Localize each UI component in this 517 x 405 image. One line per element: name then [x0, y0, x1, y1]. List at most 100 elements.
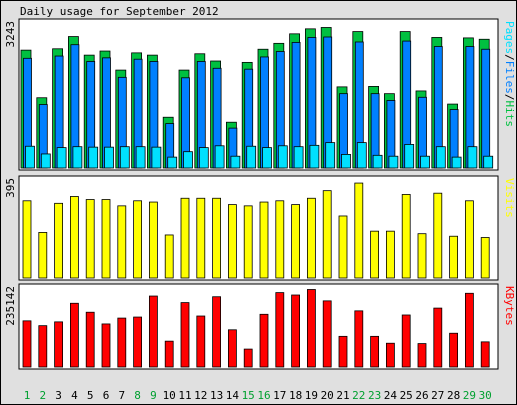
pages-bar — [25, 145, 35, 169]
kbytes-bar — [480, 341, 490, 368]
pages-bar — [104, 146, 114, 169]
kbytes-bar — [433, 307, 443, 368]
pages-bar — [262, 147, 272, 169]
visits-bar — [227, 204, 237, 279]
day-label: 21 — [336, 389, 349, 402]
visits-bar — [291, 204, 301, 279]
bars — [22, 182, 490, 279]
day-label: 19 — [305, 389, 318, 402]
kbytes-bar — [385, 342, 395, 368]
visits-bar — [338, 215, 348, 279]
visits-bar — [117, 205, 127, 279]
pages-bar — [135, 146, 146, 169]
day-label: 7 — [118, 389, 125, 402]
day-label: 18 — [289, 389, 302, 402]
pages-bar — [356, 142, 367, 169]
day-label: 10 — [163, 389, 176, 402]
kbytes-bar — [259, 313, 269, 368]
pages-bar — [40, 153, 51, 169]
legend-entry: Visits — [503, 178, 516, 218]
visits-bar — [385, 230, 395, 279]
bars — [20, 27, 494, 169]
day-label: 26 — [415, 389, 428, 402]
kbytes-bar — [101, 323, 111, 368]
pages-bar — [372, 154, 383, 169]
visits-bar — [54, 202, 63, 279]
pages-bar — [72, 146, 83, 169]
kbytes-bar — [70, 302, 79, 368]
pages-bar — [467, 146, 478, 169]
kbytes-bar — [338, 335, 348, 368]
day-label: 4 — [71, 389, 78, 402]
pages-bar — [56, 147, 67, 169]
visits-bar — [417, 233, 427, 279]
visits-bar — [401, 194, 411, 279]
day-label: 13 — [210, 389, 223, 402]
pages-bar — [435, 146, 446, 169]
panel-kbytes: 235142 KBytes — [4, 283, 516, 370]
kbytes-bar — [275, 292, 285, 368]
day-label: 17 — [273, 389, 286, 402]
kbytes-bar — [243, 348, 253, 368]
visits-bar — [480, 237, 490, 279]
day-label: 27 — [431, 389, 444, 402]
visits-bar — [464, 200, 474, 279]
kbytes-bar — [133, 316, 143, 368]
pages-bar — [198, 147, 209, 169]
pages-bar — [293, 146, 304, 169]
pages-bar — [214, 145, 225, 169]
visits-bar — [180, 197, 190, 279]
pages-bar — [309, 144, 320, 169]
pages-bar — [451, 156, 462, 169]
kbytes-bar — [306, 289, 316, 368]
visits-bar — [133, 200, 143, 279]
day-label: 22 — [352, 389, 365, 402]
pages-bar — [88, 146, 99, 169]
pages-bar — [341, 154, 351, 169]
pages-bar — [277, 145, 288, 169]
y-max-label: 3243 — [4, 21, 17, 48]
pages-bar — [388, 155, 399, 169]
kbytes-bar — [85, 311, 95, 368]
kbytes-bar — [212, 296, 222, 368]
kbytes-bar — [464, 292, 474, 368]
pages-bar — [167, 156, 178, 169]
kbytes-bar — [22, 320, 32, 368]
kbytes-bar — [54, 321, 63, 368]
visits-bar — [101, 199, 111, 279]
kbytes-bar — [148, 295, 158, 368]
day-label: 28 — [447, 389, 460, 402]
visits-bar — [370, 230, 380, 279]
visits-bar — [354, 182, 364, 279]
visits-bar — [449, 235, 459, 279]
pages-bar — [183, 151, 193, 169]
day-label: 5 — [87, 389, 94, 402]
visits-bar — [148, 201, 158, 279]
kbytes-bar — [117, 317, 127, 368]
pages-bar — [325, 142, 336, 169]
day-label: 9 — [150, 389, 157, 402]
legend-entry: Pages — [503, 21, 516, 54]
kbytes-bar — [227, 329, 237, 368]
visits-bar — [70, 196, 79, 279]
day-label: 15 — [242, 389, 255, 402]
panel-pages-files-hits: 3243 Pages/Files/Hits — [4, 18, 516, 171]
bars — [22, 289, 490, 368]
files-bar — [481, 48, 491, 169]
pages-bar — [246, 145, 257, 169]
visits-bar — [212, 197, 222, 279]
kbytes-bar — [164, 340, 174, 368]
kbytes-bar — [180, 302, 190, 368]
day-label: 30 — [479, 389, 492, 402]
legend-entry: / — [503, 54, 516, 61]
day-label: 20 — [321, 389, 334, 402]
legend-entry: KBytes — [503, 286, 516, 326]
visits-bar — [306, 197, 316, 279]
legend-entry: / — [503, 94, 516, 101]
series-legend: Pages/Files/Hits — [503, 21, 516, 127]
y-max-label: 235142 — [4, 286, 17, 326]
visits-bar — [85, 199, 95, 279]
